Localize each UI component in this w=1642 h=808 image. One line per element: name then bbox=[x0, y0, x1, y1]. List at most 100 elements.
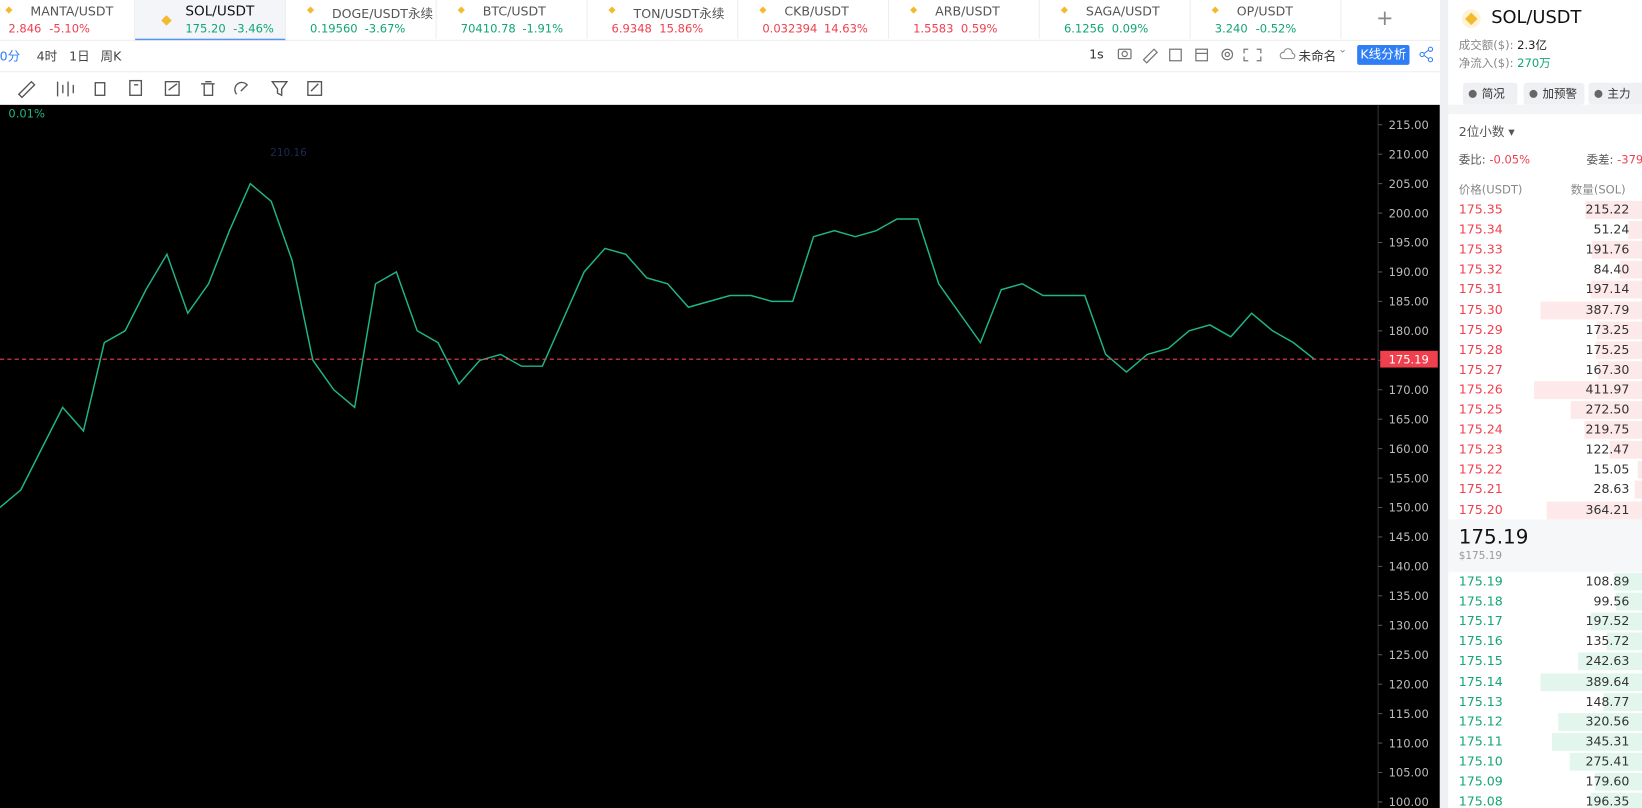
book-row[interactable]: 175.20 364.21 bbox=[1448, 500, 1642, 520]
book-price: 175.28 bbox=[1458, 342, 1503, 357]
book-qty: 15.05 bbox=[1593, 462, 1630, 477]
book-row[interactable]: 175.15 242.63 bbox=[1448, 652, 1642, 672]
book-row[interactable]: 175.10 275.41 bbox=[1448, 752, 1642, 772]
tab[interactable]: ◆ OP/USDT 3.240 -0.52% bbox=[1191, 0, 1342, 39]
book-row[interactable]: 175.09 179.60 bbox=[1448, 772, 1642, 792]
book-row[interactable]: 175.11 345.31 bbox=[1448, 732, 1642, 752]
chart-background bbox=[0, 104, 1440, 808]
tab[interactable]: ◆ SAGA/USDT 6.1256 0.09% bbox=[1040, 0, 1191, 39]
y-tick-label: 105.00 bbox=[1389, 766, 1429, 780]
coin-logo bbox=[1461, 9, 1481, 29]
tab-change: 14.63% bbox=[823, 21, 868, 36]
analysis-button[interactable]: K线分析 bbox=[1357, 45, 1410, 65]
interval[interactable]: 30分 bbox=[0, 49, 21, 64]
change-label: 0.01% bbox=[8, 106, 45, 120]
interval[interactable]: 1日 bbox=[69, 49, 90, 64]
book-qty: 219.75 bbox=[1585, 422, 1630, 437]
book-row[interactable]: 175.32 84.40 bbox=[1448, 260, 1642, 280]
book-row[interactable]: 175.25 272.50 bbox=[1448, 400, 1642, 420]
tab[interactable]: ◆ SOL/USDT 175.20 -3.46% bbox=[135, 0, 286, 41]
tab-symbol: DOGE/USDT永续 bbox=[331, 6, 434, 21]
interval[interactable]: 4时 bbox=[36, 49, 58, 64]
book-row[interactable]: 175.24 219.75 bbox=[1448, 420, 1642, 440]
book-row[interactable]: 175.21 28.63 bbox=[1448, 480, 1642, 500]
button-icon: ● bbox=[1468, 87, 1478, 100]
tab-icon: ◆ bbox=[1060, 5, 1069, 16]
y-tick-label: 180.00 bbox=[1389, 324, 1429, 338]
book-price: 175.22 bbox=[1458, 462, 1503, 477]
book-row[interactable]: 175.12 320.56 bbox=[1448, 712, 1642, 732]
book-row[interactable]: 175.17 197.52 bbox=[1448, 612, 1642, 632]
refresh[interactable]: 1s bbox=[1089, 47, 1104, 62]
tab-icon: ◆ bbox=[759, 5, 767, 16]
book-price: 175.27 bbox=[1458, 362, 1503, 377]
depth-bar bbox=[1546, 501, 1642, 519]
depth-bar bbox=[1619, 261, 1642, 279]
last-price: 175.19 bbox=[1458, 525, 1529, 549]
tab[interactable]: ◆ ARB/USDT 1.5583 0.59% bbox=[889, 0, 1040, 39]
book-row[interactable]: 175.34 51.24 bbox=[1448, 220, 1642, 240]
panel-button[interactable]: ● 加预警 bbox=[1523, 82, 1585, 105]
tab-symbol: CKB/USDT bbox=[784, 4, 849, 19]
book-qty: 99.56 bbox=[1593, 593, 1630, 609]
interval[interactable]: 周K bbox=[100, 49, 122, 64]
panel-button[interactable]: ● 简况 bbox=[1462, 82, 1518, 105]
depth-bar bbox=[1615, 592, 1642, 611]
tab[interactable]: ◆ MANTA/USDT 2.846 -5.10% bbox=[0, 0, 136, 39]
y-tick-label: 130.00 bbox=[1389, 618, 1429, 632]
tab[interactable]: ◆ BTC/USDT 70410.78 -1.91% bbox=[437, 0, 588, 39]
book-price: 175.24 bbox=[1458, 422, 1503, 437]
book-qty: 275.41 bbox=[1585, 753, 1630, 769]
book-row[interactable]: 175.29 173.25 bbox=[1448, 320, 1642, 340]
book-row[interactable]: 175.14 389.64 bbox=[1448, 672, 1642, 692]
book-price: 175.09 bbox=[1458, 773, 1503, 789]
y-tick-label: 135.00 bbox=[1389, 589, 1429, 603]
book-row[interactable]: 175.30 387.79 bbox=[1448, 300, 1642, 320]
book-row[interactable]: 175.28 175.25 bbox=[1448, 340, 1642, 360]
book-row[interactable]: 175.31 197.14 bbox=[1448, 280, 1642, 300]
book-row[interactable]: 175.35 215.22 bbox=[1448, 200, 1642, 220]
book-row[interactable]: 175.22 15.05 bbox=[1448, 460, 1642, 480]
tab[interactable]: ◆ TON/USDT永续 6.9348 15.86% bbox=[587, 0, 739, 39]
tab-symbol: MANTA/USDT bbox=[30, 4, 114, 19]
peak-label: 210.16 bbox=[270, 147, 307, 159]
precision-text: 2位小数 bbox=[1458, 124, 1505, 140]
tab-icon: ◆ bbox=[161, 12, 172, 29]
panel-button[interactable]: ● 主力 bbox=[1588, 82, 1642, 105]
tab[interactable]: ◆ DOGE/USDT永续 0.19560 -3.67% bbox=[286, 0, 437, 39]
book-price: 175.10 bbox=[1458, 753, 1503, 769]
y-tick-label: 170.00 bbox=[1389, 383, 1429, 397]
precision[interactable]: 2位小数 ▾ bbox=[1458, 124, 1515, 140]
layout-name[interactable]: 未命名 bbox=[1298, 49, 1337, 64]
depth-bar bbox=[1606, 632, 1642, 651]
book-row[interactable]: 175.08 196.35 bbox=[1448, 792, 1642, 808]
depth-bar bbox=[1594, 772, 1642, 791]
depth-bar bbox=[1558, 712, 1642, 731]
book-row[interactable]: 175.18 99.56 bbox=[1448, 592, 1642, 612]
tab-price: 175.20 bbox=[185, 21, 226, 36]
tab-price: 6.1256 bbox=[1063, 21, 1105, 36]
book-row[interactable]: 175.33 191.76 bbox=[1448, 240, 1642, 260]
book-row[interactable]: 175.16 135.72 bbox=[1448, 632, 1642, 652]
tab-price: 3.240 bbox=[1214, 21, 1248, 36]
book-row[interactable]: 175.19 108.89 bbox=[1448, 572, 1642, 592]
tab-change: -0.52% bbox=[1255, 21, 1297, 36]
y-tick-label: 185.00 bbox=[1389, 295, 1429, 309]
tab[interactable]: ◆ CKB/USDT 0.032394 14.63% bbox=[738, 0, 890, 39]
add-tab[interactable]: + bbox=[1376, 5, 1394, 31]
book-price: 175.16 bbox=[1458, 633, 1503, 649]
price-line bbox=[0, 182, 1315, 509]
tab-icon: ◆ bbox=[1211, 5, 1219, 16]
book-row[interactable]: 175.13 148.77 bbox=[1448, 692, 1642, 712]
splitter[interactable] bbox=[1439, 0, 1449, 808]
book-row[interactable]: 175.23 122.47 bbox=[1448, 440, 1642, 460]
book-row[interactable]: 175.27 167.30 bbox=[1448, 360, 1642, 380]
share-icon[interactable] bbox=[1418, 46, 1435, 63]
book-qty: 320.56 bbox=[1585, 713, 1630, 729]
book-price: 175.26 bbox=[1458, 382, 1503, 397]
y-tick-label: 140.00 bbox=[1389, 560, 1429, 574]
tab-icon: ◆ bbox=[910, 5, 918, 16]
book-row[interactable]: 175.26 411.97 bbox=[1448, 380, 1642, 400]
button-icon: ● bbox=[1528, 87, 1539, 100]
